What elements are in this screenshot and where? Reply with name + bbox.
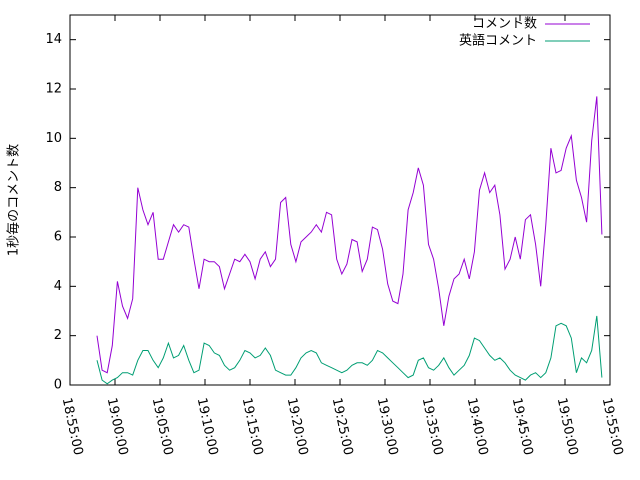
x-tick-label: 19:05:00 [149,396,176,456]
legend-label: コメント数 [472,17,537,32]
y-tick-label: 14 [45,32,62,47]
y-tick-label: 10 [45,131,62,146]
y-tick-label: 6 [54,230,62,245]
x-tick-label: 19:55:00 [599,396,626,456]
y-tick-label: 12 [45,82,62,97]
x-tick-label: 19:35:00 [419,396,446,456]
x-tick-label: 19:45:00 [509,396,536,456]
y-axis-label: 1秒毎のコメント数 [6,144,22,256]
x-tick-label: 19:20:00 [284,396,311,456]
x-tick-label: 19:15:00 [239,396,266,456]
plot-frame [69,14,611,386]
y-tick-label: 2 [54,328,62,343]
data-line [96,96,603,374]
x-tick-label: 19:40:00 [464,396,491,456]
data-line [96,315,603,385]
x-tick-label: 19:00:00 [104,396,131,456]
x-tick-label: 19:50:00 [554,396,581,456]
y-tick-label: 8 [54,180,62,195]
x-tick-label: 19:10:00 [194,396,221,456]
x-tick-label: 19:25:00 [329,396,356,456]
x-tick-label: 18:55:00 [59,396,86,456]
y-tick-label: 4 [54,279,62,294]
y-tick-label: 0 [54,378,62,393]
legend-label: 英語コメント [459,33,537,49]
x-tick-label: 19:30:00 [374,396,401,456]
